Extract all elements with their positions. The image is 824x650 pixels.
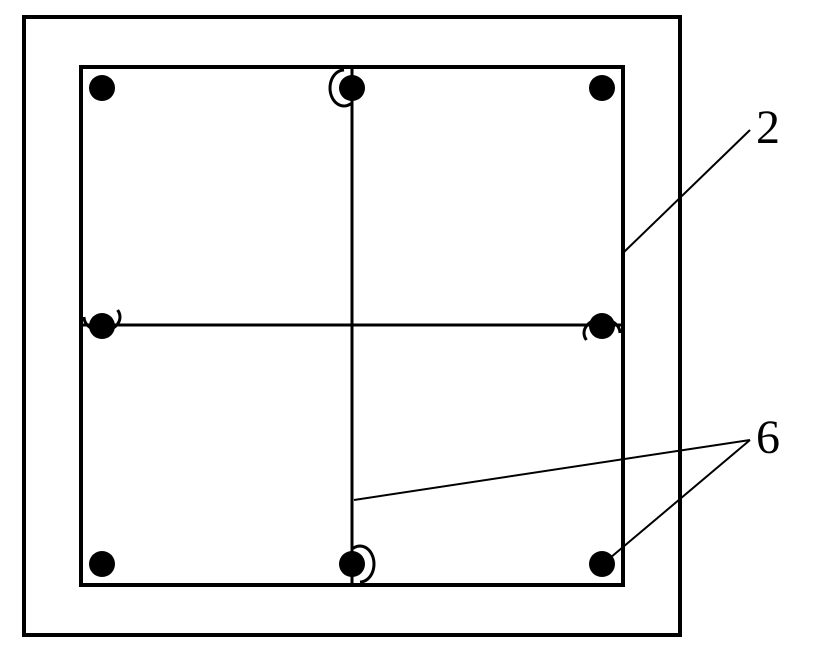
rebar-dot: [89, 313, 115, 339]
diagram-svg: [0, 0, 824, 650]
rebar-dot: [589, 313, 615, 339]
diagram-root: 26: [0, 0, 824, 650]
rebar-dot: [89, 75, 115, 101]
leader-line-2: [624, 130, 750, 252]
rebar-dot: [339, 75, 365, 101]
callout-label-2: 2: [756, 104, 780, 152]
rebar-dot: [89, 551, 115, 577]
callout-label-6: 6: [756, 414, 780, 462]
rebar-dot: [589, 75, 615, 101]
rebar-dot: [339, 551, 365, 577]
rebar-dot: [589, 551, 615, 577]
